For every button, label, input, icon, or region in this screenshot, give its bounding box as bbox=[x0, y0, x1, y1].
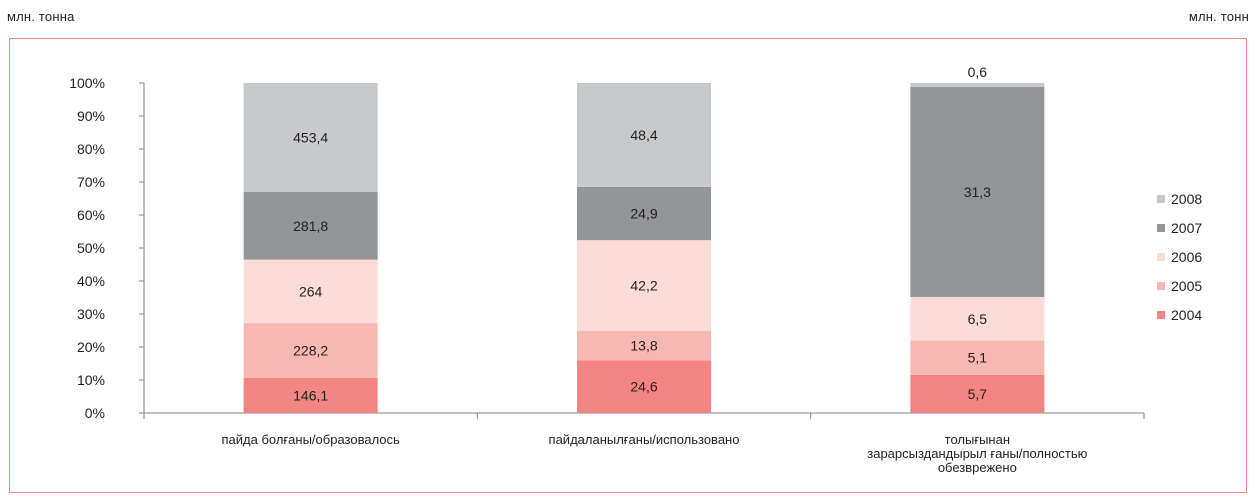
legend-label: 2008 bbox=[1171, 191, 1202, 207]
y-tick-label: 10% bbox=[77, 372, 105, 388]
legend-swatch bbox=[1157, 253, 1165, 261]
y-tick-label: 40% bbox=[77, 273, 105, 289]
bar-segment bbox=[243, 377, 378, 413]
x-category-label: зарарсыздандырыл ғаны/полностью bbox=[867, 446, 1087, 461]
bar-segment bbox=[910, 83, 1045, 88]
legend-label: 2005 bbox=[1171, 278, 1202, 294]
bar-segment bbox=[910, 340, 1045, 375]
bar-segment bbox=[577, 83, 711, 187]
bar-segment bbox=[577, 240, 711, 331]
data-label: 0,6 bbox=[968, 64, 988, 80]
y-tick-label: 50% bbox=[77, 240, 105, 256]
bar-segment bbox=[910, 87, 1045, 297]
data-label: 228,2 bbox=[293, 342, 328, 358]
data-label: 31,3 bbox=[964, 184, 991, 200]
bar-segment bbox=[243, 323, 378, 378]
y-tick-label: 60% bbox=[77, 207, 105, 223]
y-tick-label: 100% bbox=[69, 75, 105, 91]
bar-segment bbox=[243, 83, 378, 192]
bar-segment bbox=[910, 374, 1045, 413]
bar-segment bbox=[243, 191, 378, 260]
bar-segment bbox=[243, 259, 378, 324]
x-category-label: пайдаланылғаны/использовано bbox=[549, 432, 740, 447]
y-tick-label: 70% bbox=[77, 174, 105, 190]
unit-label-left: млн. тонна bbox=[7, 9, 75, 24]
y-tick-label: 80% bbox=[77, 141, 105, 157]
legend-label: 2007 bbox=[1171, 220, 1202, 236]
y-tick-label: 0% bbox=[85, 405, 105, 421]
data-label: 453,4 bbox=[293, 129, 328, 145]
data-label: 6,5 bbox=[968, 311, 988, 327]
bar-segment bbox=[577, 330, 711, 361]
data-label: 146,1 bbox=[293, 387, 328, 403]
chart-frame: 0% 10% 20% 30% 40% 50% 60% 70% 80% 90% 100% 146,1 22… bbox=[9, 38, 1247, 493]
data-label: 48,4 bbox=[630, 127, 657, 143]
data-label: 24,9 bbox=[630, 205, 657, 221]
unit-label-right: млн. тонн bbox=[1188, 9, 1249, 24]
legend-swatch bbox=[1157, 195, 1165, 203]
bar-segment bbox=[577, 360, 711, 413]
legend-label: 2004 bbox=[1171, 307, 1202, 323]
data-label: 264 bbox=[299, 283, 323, 299]
data-label: 5,7 bbox=[968, 386, 988, 402]
legend-swatch bbox=[1157, 224, 1165, 232]
bar-segment bbox=[577, 186, 711, 241]
bar-segment bbox=[910, 296, 1045, 341]
data-label: 42,2 bbox=[630, 277, 657, 293]
x-category-label: пайда болғаны/образовалось bbox=[222, 432, 401, 447]
legend-label: 2006 bbox=[1171, 249, 1202, 265]
stacked-bar-chart: 0% 10% 20% 30% 40% 50% 60% 70% 80% 90% 100% 146,1 22… bbox=[69, 64, 1202, 475]
y-tick-label: 20% bbox=[77, 339, 105, 355]
y-tick-label: 30% bbox=[77, 306, 105, 322]
y-tick-label: 90% bbox=[77, 108, 105, 124]
data-label: 24,6 bbox=[630, 379, 657, 395]
legend-swatch bbox=[1157, 282, 1165, 290]
x-category-label: толығынан bbox=[945, 432, 1010, 447]
data-label: 5,1 bbox=[968, 350, 988, 366]
x-category-label: обезврежено bbox=[938, 460, 1017, 475]
data-label: 281,8 bbox=[293, 218, 328, 234]
legend-swatch bbox=[1157, 311, 1165, 319]
data-label: 13,8 bbox=[630, 337, 657, 353]
